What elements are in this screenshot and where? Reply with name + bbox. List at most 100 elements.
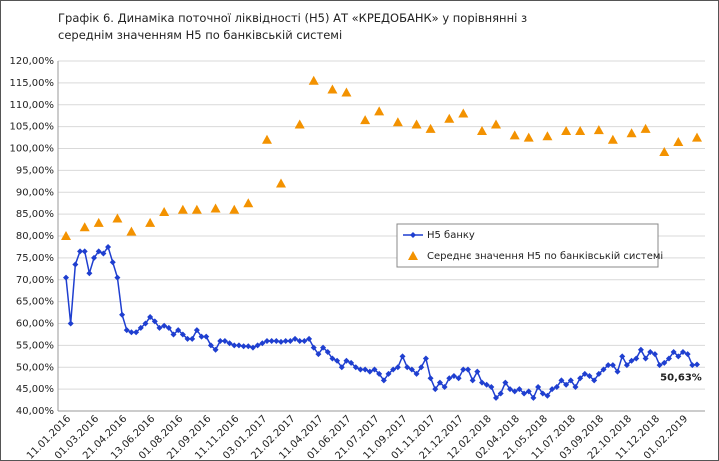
point [282,338,289,344]
point [502,379,509,386]
point [114,274,121,281]
point [446,375,453,382]
point [67,320,74,327]
point [474,368,481,375]
point [315,351,322,358]
point [567,377,574,384]
point [575,126,586,135]
y-tick-label: 110,00% [10,100,55,111]
point [147,313,154,320]
point [112,213,123,223]
point [450,373,457,379]
point [366,368,373,375]
point [549,386,556,393]
point [310,344,317,351]
point [296,338,303,344]
point [488,383,495,390]
point [198,333,205,340]
point [352,364,359,371]
point [177,204,188,214]
point [306,335,313,342]
legend-marker [410,232,416,238]
point [374,106,385,116]
point [581,370,588,377]
point [348,359,355,366]
y-tick-label: 45,00% [16,384,54,395]
point [553,383,560,390]
point [287,338,294,344]
point [684,351,691,358]
point [72,261,79,268]
point [390,366,397,373]
point [493,394,500,401]
point [229,204,240,214]
point [394,364,401,371]
point [385,370,392,377]
y-tick-label: 65,00% [16,297,54,308]
point [586,373,593,379]
point [221,338,228,344]
point [79,222,90,232]
point [491,119,502,129]
point [63,274,69,281]
point [360,115,371,125]
point [530,394,537,401]
point [605,362,612,369]
y-tick-label: 40,00% [16,406,54,417]
point [249,344,256,351]
point [226,340,233,347]
point [542,131,553,141]
point [670,348,677,355]
point [460,366,467,373]
point [191,204,202,214]
point [193,327,200,334]
point [276,178,287,188]
point [444,113,455,123]
point [413,370,420,377]
point [577,375,584,382]
point [469,377,476,384]
point [308,75,319,85]
point [254,342,261,349]
point [427,375,434,382]
point [170,331,177,338]
point [210,203,221,213]
point [212,346,219,353]
point [593,125,604,135]
point [334,357,341,364]
point [535,383,542,390]
point [341,87,352,97]
point [126,226,137,236]
point [324,348,331,355]
point [694,361,700,368]
point [692,132,702,142]
y-tick-label: 80,00% [16,231,54,242]
y-tick-label: 95,00% [16,165,54,176]
point [137,324,144,331]
legend-label: Н5 банку [427,230,475,241]
point [301,338,308,344]
point [464,366,471,373]
point [376,370,383,377]
point [509,130,520,140]
point [145,217,156,227]
point [656,362,663,369]
point [123,327,130,334]
point [184,335,191,342]
point [432,386,439,393]
point [558,377,565,384]
point [689,362,696,369]
point [483,381,490,388]
point [441,383,448,390]
point [273,338,280,344]
point [151,318,158,325]
point [263,338,270,344]
point [476,126,487,135]
point [362,366,369,373]
point [516,386,523,393]
point [268,338,275,344]
point [278,338,285,345]
point [175,327,182,334]
